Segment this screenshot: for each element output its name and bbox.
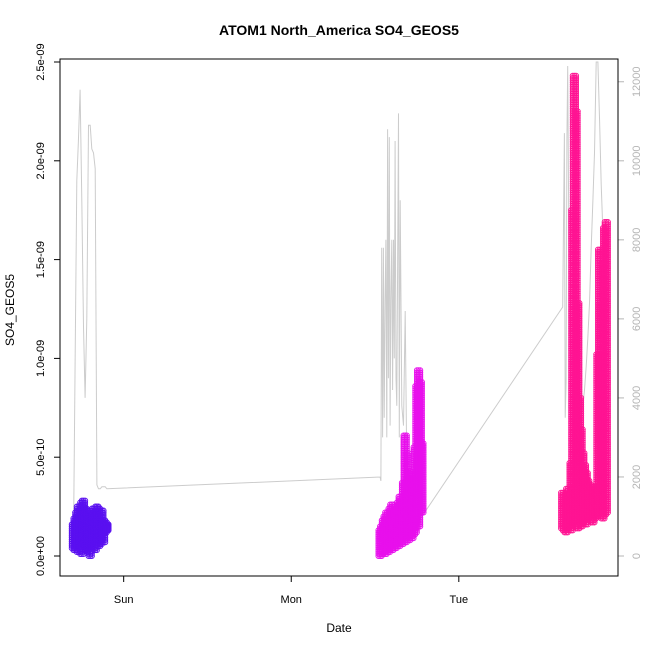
y2-tick-label: 0	[631, 553, 643, 559]
data-point	[80, 505, 87, 512]
data-point	[100, 507, 107, 514]
data-point	[103, 521, 110, 528]
y2-tick-label: 6000	[631, 307, 643, 331]
data-point	[80, 497, 87, 504]
data-point	[403, 467, 410, 475]
altitude-line	[72, 61, 607, 549]
point-segment-2	[375, 367, 427, 560]
y2-tick-label: 8000	[631, 228, 643, 252]
y-tick-label: 5.0e-10	[35, 439, 47, 476]
data-point	[400, 432, 407, 439]
y-tick-label: 2.5e-09	[35, 43, 47, 80]
x-axis-label: Date	[326, 621, 352, 635]
data-point	[387, 501, 394, 508]
y-tick-label: 0.0e+00	[35, 536, 47, 576]
data-point	[402, 450, 409, 457]
x-tick-label: Tue	[450, 594, 469, 606]
chart-title: ATOM1 North_America SO4_GEOS5	[219, 22, 459, 38]
data-point	[97, 507, 104, 514]
x-tick-label: Mon	[281, 594, 302, 606]
y-tick-label: 1.5e-09	[35, 241, 47, 278]
y-axis-label: SO4_GEOS5	[3, 274, 17, 346]
data-point	[403, 432, 410, 439]
data-point	[102, 521, 109, 528]
point-segment-1	[68, 497, 112, 560]
x-tick-label: Sun	[114, 594, 134, 606]
data-point	[105, 521, 112, 528]
data-point	[93, 505, 100, 512]
y-tick-label: 1.0e-09	[35, 340, 47, 377]
data-point	[402, 432, 409, 439]
y2-tick-label: 12000	[631, 66, 643, 97]
data-point	[98, 507, 105, 514]
data-point	[82, 497, 89, 504]
data-point	[403, 450, 410, 457]
y2-tick-label: 10000	[631, 146, 643, 177]
data-point	[78, 497, 85, 504]
y2-tick-label: 4000	[631, 386, 643, 410]
y-tick-label: 2.0e-09	[35, 142, 47, 179]
y2-tick-label: 2000	[631, 465, 643, 489]
